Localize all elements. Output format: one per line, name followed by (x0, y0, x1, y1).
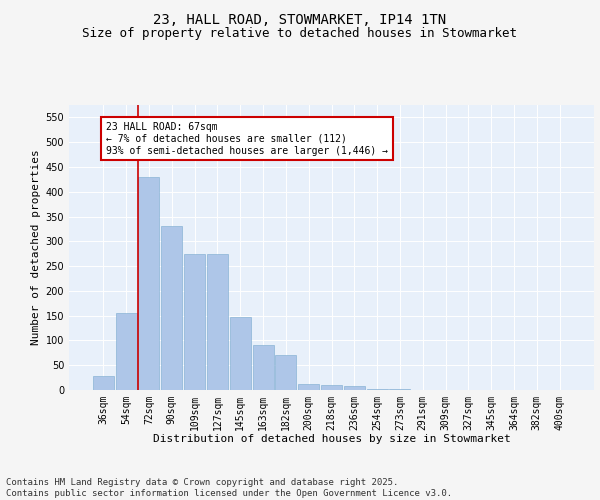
Text: 23, HALL ROAD, STOWMARKET, IP14 1TN: 23, HALL ROAD, STOWMARKET, IP14 1TN (154, 12, 446, 26)
Bar (161, 226, 182, 390)
Y-axis label: Number of detached properties: Number of detached properties (31, 150, 41, 346)
Bar (321, 384, 342, 390)
Text: 23 HALL ROAD: 67sqm
← 7% of detached houses are smaller (112)
93% of semi-detach: 23 HALL ROAD: 67sqm ← 7% of detached hou… (106, 122, 388, 156)
Bar (230, 317, 251, 390)
Bar (116, 313, 137, 390)
Bar (389, 389, 410, 390)
Bar (139, 177, 160, 390)
Bar (184, 254, 205, 390)
Bar (93, 376, 114, 390)
Bar (344, 386, 365, 390)
Bar (367, 388, 388, 390)
X-axis label: Distribution of detached houses by size in Stowmarket: Distribution of detached houses by size … (152, 434, 511, 444)
Text: Contains HM Land Registry data © Crown copyright and database right 2025.
Contai: Contains HM Land Registry data © Crown c… (6, 478, 452, 498)
Bar (253, 346, 274, 390)
Bar (275, 356, 296, 390)
Bar (298, 384, 319, 390)
Bar (207, 254, 228, 390)
Text: Size of property relative to detached houses in Stowmarket: Size of property relative to detached ho… (83, 28, 517, 40)
